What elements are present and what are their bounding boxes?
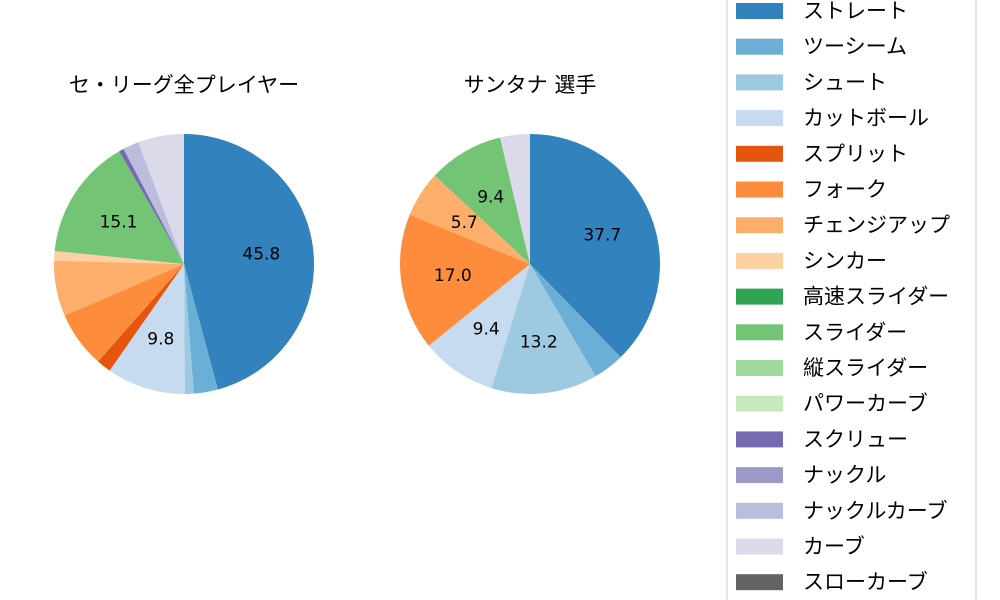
legend-label-16: スローカーブ [803,570,928,594]
legend-swatch-4 [736,145,783,162]
legend-swatch-6 [736,217,783,234]
legend-label-5: フォーク [803,178,887,202]
legend-swatch-15 [736,538,783,555]
legend-swatch-14 [736,502,783,519]
legend-label-11: パワーカーブ [803,392,928,416]
pie-1-slice-8 [54,151,184,264]
legend-swatch-0 [736,3,783,19]
legend-label-3: カットボール [803,106,929,130]
legend-swatch-3 [736,110,783,127]
legend-swatch-16 [736,574,783,591]
legend-label-9: スライダー [803,320,907,344]
legend-label-0: ストレート [803,0,908,23]
pie-2-value-label-0: 37.7 [583,226,621,246]
pie-2-slice-5 [409,175,530,264]
pie-1-slice-5 [64,264,184,362]
legend-frame [726,0,977,600]
legend-swatch-8 [736,288,783,305]
pie-1-slice-6 [53,260,184,316]
legend: ストレートツーシームシュートカットボールスプリットフォークチェンジアップシンカー… [726,0,977,600]
pie-1-slice-4 [98,264,184,371]
legend-label-12: スクリュー [803,427,908,451]
pie-1-slice-10 [123,142,184,264]
pie-1-slice-1 [184,264,218,394]
pie-1-title: セ・リーグ全プレイヤー [69,73,299,97]
legend-swatch-11 [736,395,783,412]
legend-swatch-9 [736,324,783,341]
pie-2-value-label-3: 9.4 [473,320,500,340]
legend-swatch-5 [736,181,783,198]
pie-2-value-label-5: 5.7 [451,213,478,233]
pie-1-value-label-0: 45.8 [242,245,280,265]
pie-2-title: サンタナ 選手 [464,73,597,97]
pie-1-slice-11 [138,134,184,264]
legend-label-13: ナックル [803,463,886,487]
pie-1-slice-7 [54,250,185,264]
legend-label-2: シュート [803,70,887,94]
legend-label-1: ツーシーム [803,35,907,59]
legend-swatch-2 [736,74,783,91]
pie-2-slice-3 [428,264,530,389]
legend-label-15: カーブ [803,535,865,559]
pie-2: 37.7 13.2 9.4 17.0 5.7 9.4 [400,134,660,394]
legend-swatch-10 [736,360,783,376]
pie-1-slice-2 [184,264,194,394]
pie-2-value-label-6: 9.4 [477,188,504,208]
pie-2-slice-7 [500,134,530,264]
pie-2-value-label-2: 13.2 [520,333,558,353]
legend-label-7: シンカー [803,249,887,273]
pie-2-slice-6 [434,137,530,264]
pie-1-value-label-8: 15.1 [100,213,138,233]
legend-label-10: 縦スライダー [803,356,928,380]
legend-swatch-1 [736,38,783,55]
pie-1-slice-3 [109,264,185,394]
pie-2-slice-0 [530,134,660,358]
legend-label-4: スプリット [803,142,908,166]
pie-2-slice-2 [491,264,596,394]
legend-label-14: ナックルカーブ [803,499,947,523]
pie-1: 45.8 9.8 15.1 [53,134,314,394]
pie-1-slice-9 [119,148,184,264]
pie-1-slice-0 [184,134,314,390]
pie-2-slice-1 [530,264,621,377]
pie-2-slice-4 [400,214,530,346]
pie-1-value-label-3: 9.8 [147,329,174,349]
pie-2-value-label-4: 17.0 [434,266,472,286]
legend-label-8: 高速スライダー [803,285,949,309]
legend-swatch-7 [736,252,783,269]
legend-label-6: チェンジアップ [803,213,950,237]
legend-swatch-13 [736,467,783,484]
legend-swatch-12 [736,431,783,448]
